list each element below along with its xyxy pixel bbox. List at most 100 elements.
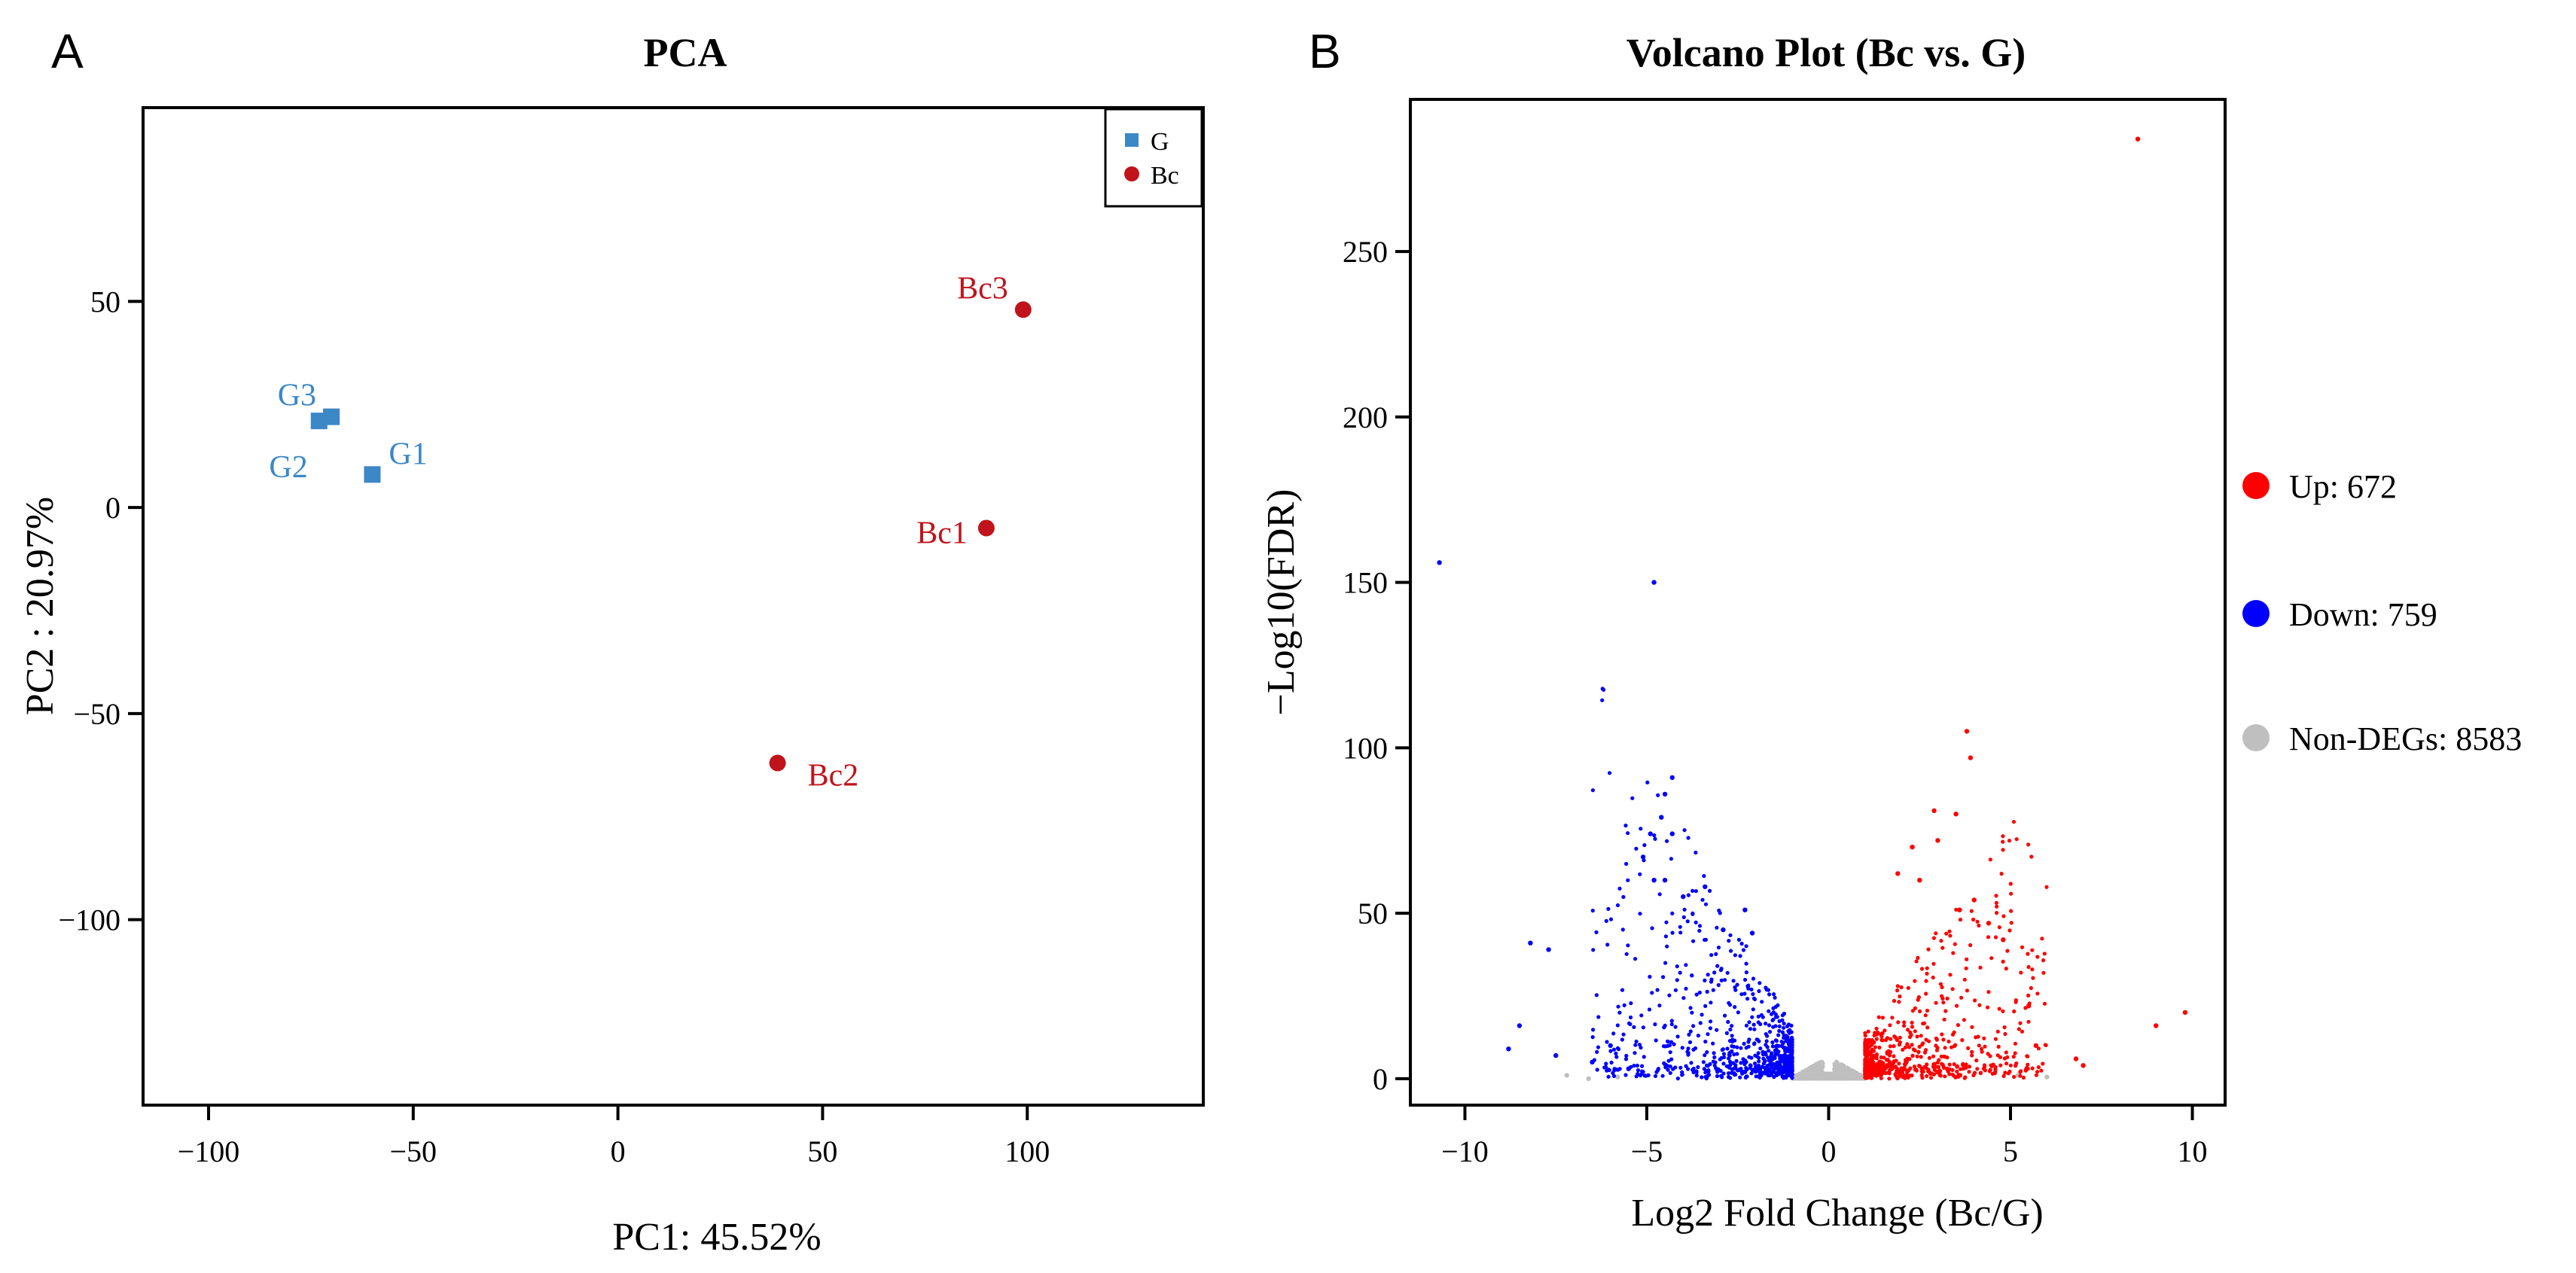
volcano-point — [1749, 987, 1754, 991]
volcano-point — [1925, 971, 1929, 976]
volcano-point — [2018, 1070, 2023, 1074]
volcano-point — [1669, 1040, 1674, 1044]
volcano-point — [1745, 984, 1750, 988]
volcano-point — [1757, 988, 1761, 994]
volcano-point — [1892, 998, 1897, 1003]
volcano-point — [1785, 1056, 1790, 1061]
volcano-point — [1690, 973, 1694, 978]
volcano-point — [1925, 1008, 1930, 1013]
volcano-point — [1691, 939, 1696, 943]
volcano-point — [1670, 930, 1675, 935]
volcano-point — [1866, 1029, 1870, 1034]
volcano-point — [1725, 970, 1730, 975]
volcano-outlier-point — [1957, 907, 1962, 912]
volcano-point — [1788, 1043, 1793, 1048]
volcano-point — [1732, 1070, 1736, 1075]
volcano-point — [2029, 854, 2034, 859]
volcano-point — [1708, 1026, 1712, 1031]
volcano-point — [1697, 990, 1702, 995]
volcano-point — [1922, 1050, 1928, 1055]
volcano-point — [1773, 1048, 1777, 1052]
volcano-point — [2026, 842, 2031, 847]
volcano-point — [1965, 988, 1969, 993]
volcano-point — [1819, 1076, 1824, 1080]
volcano-point — [1721, 1061, 1726, 1066]
volcano-point — [1914, 959, 1919, 964]
volcano-point — [1875, 1030, 1880, 1034]
volcano-outlier-point — [2135, 136, 2141, 142]
volcano-point — [1965, 957, 1969, 961]
volcano-point — [1744, 1060, 1748, 1064]
volcano-point — [1782, 1011, 1787, 1016]
volcano-point — [1956, 1023, 1960, 1028]
volcano-point — [1770, 1044, 1775, 1049]
volcano-point — [1636, 1068, 1641, 1073]
volcano-point — [1833, 1063, 1837, 1067]
volcano-outlier-point — [1648, 831, 1653, 836]
volcano-point — [1872, 1040, 1876, 1044]
volcano-point — [1608, 1049, 1613, 1053]
volcano-point — [1638, 872, 1642, 876]
volcano-point — [1874, 1026, 1879, 1031]
volcano-point — [1880, 1070, 1885, 1076]
volcano-point — [1907, 1057, 1912, 1061]
volcano-point — [1942, 1065, 1946, 1070]
volcano-point — [1928, 1076, 1934, 1080]
volcano-point — [1706, 973, 1710, 977]
volcano-point — [1748, 1027, 1753, 1031]
volcano-point — [1727, 1053, 1732, 1058]
volcano-y-axis: 0 50 100 150 200 250 — [1343, 235, 1410, 1096]
volcano-point — [1753, 1070, 1757, 1074]
volcano-point — [1673, 1065, 1678, 1070]
legend-g-marker — [1125, 133, 1139, 147]
volcano-point — [2031, 976, 2035, 980]
volcano-point — [1665, 944, 1669, 949]
volcano-point — [1948, 973, 1953, 977]
volcano-point — [1611, 1074, 1617, 1078]
volcano-point — [2026, 952, 2030, 956]
volcano-point — [1678, 924, 1682, 929]
volcano-point — [1978, 965, 1983, 970]
volcano-point — [1742, 1041, 1746, 1046]
volcano-point — [1733, 953, 1737, 958]
volcano-point — [1611, 1070, 1615, 1075]
volcano-x-tick-label: 10 — [2178, 1134, 2208, 1168]
volcano-point — [2001, 1009, 2005, 1013]
volcano-point — [1684, 963, 1688, 967]
volcano-point — [1738, 954, 1742, 958]
volcano-point — [1873, 1045, 1877, 1049]
volcano-point — [1657, 1003, 1662, 1008]
volcano-point — [1879, 1064, 1884, 1069]
volcano-point — [1773, 1063, 1777, 1067]
volcano-point — [1975, 919, 1980, 924]
volcano-point — [1616, 1067, 1620, 1072]
volcano-point — [2001, 839, 2005, 844]
pca-plot-frame — [142, 106, 1205, 1107]
volcano-point — [1932, 1061, 1937, 1066]
volcano-point — [2024, 1065, 2029, 1070]
volcano-plot-frame — [1409, 98, 2227, 1107]
legend-bc-label: Bc — [1151, 162, 1179, 190]
volcano-point — [1730, 1034, 1734, 1038]
volcano-point — [1684, 1064, 1688, 1068]
volcano-point — [1988, 857, 1992, 862]
volcano-point — [1717, 908, 1721, 913]
pca-x-tick-label: −100 — [178, 1134, 240, 1168]
volcano-point — [1673, 988, 1678, 992]
volcano-point — [1962, 977, 1967, 982]
volcano-point — [1673, 1025, 1678, 1029]
pca-point-g3 — [323, 408, 340, 425]
volcano-point — [1657, 892, 1662, 897]
volcano-point — [1757, 1066, 1761, 1070]
volcano-point — [1716, 1067, 1721, 1071]
volcano-point — [1977, 923, 1981, 928]
volcano-point — [1779, 1040, 1784, 1044]
volcano-point — [1735, 982, 1739, 987]
volcano-point — [1748, 1066, 1752, 1070]
volcano-point — [1700, 1075, 1704, 1080]
volcano-point — [1731, 1067, 1736, 1071]
volcano-point — [1882, 1028, 1887, 1033]
volcano-point — [1764, 1022, 1768, 1026]
volcano-point — [1620, 988, 1625, 992]
volcano-point — [1623, 1073, 1628, 1077]
